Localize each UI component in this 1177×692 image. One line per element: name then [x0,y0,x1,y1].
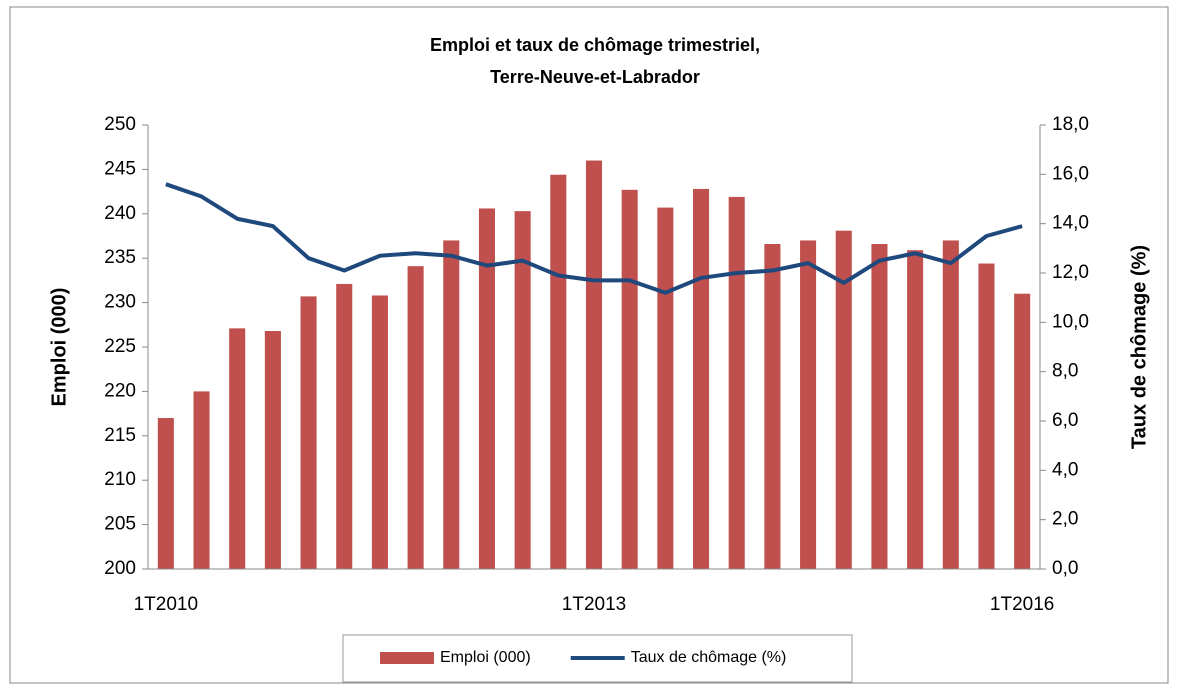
y-tick-label: 240 [104,203,136,224]
bar [585,160,603,569]
bar [550,174,567,569]
bar [657,207,674,570]
bar [764,243,781,569]
y-tick-label: 205 [104,514,136,535]
bar [478,208,495,570]
y-tick-label: 230 [104,292,136,313]
y-tick-label: 220 [104,380,136,401]
y2-tick-label: 18,0 [1052,114,1089,135]
bar [942,240,959,569]
y-tick-label: 210 [104,469,136,490]
y-tick-label: 200 [104,558,136,579]
y2-tick-label: 2,0 [1052,509,1078,530]
y-axis-title: Emploi (000) [48,288,70,407]
bar [407,266,424,569]
y2-tick-label: 12,0 [1052,262,1089,283]
bar [443,240,460,569]
x-tick-label: 1T2010 [134,594,198,615]
bar [336,283,353,569]
bar [978,263,995,569]
y2-tick-label: 8,0 [1052,361,1078,382]
bar [835,230,852,569]
y2-tick-label: 10,0 [1052,311,1089,332]
x-tick-label: 1T2016 [990,594,1054,615]
legend-swatch [380,652,434,664]
bar [264,331,281,569]
y-tick-label: 215 [104,425,136,446]
y2-tick-label: 0,0 [1052,558,1078,579]
y2-axis-title: Taux de chômage (%) [1128,245,1150,449]
bar [621,189,638,569]
legend-label: Taux de chômage (%) [631,649,787,666]
legend-label: Emploi (000) [440,649,531,666]
x-tick-label: 1T2013 [562,594,626,615]
bar [514,211,531,570]
line [165,182,1023,295]
chart-title: Terre-Neuve-et-Labrador [490,67,700,87]
bar [193,391,210,569]
bar [371,295,388,569]
y-tick-label: 225 [104,336,136,357]
y-tick-label: 235 [104,247,136,268]
y-tick-label: 245 [104,158,136,179]
y2-tick-label: 6,0 [1052,410,1078,431]
y-tick-label: 250 [104,114,136,135]
bar [157,418,174,569]
bar [800,240,817,569]
chart-title: Emploi et taux de chômage trimestriel, [430,35,760,55]
y2-tick-label: 14,0 [1052,213,1089,234]
y2-tick-label: 16,0 [1052,163,1089,184]
y2-tick-label: 4,0 [1052,459,1078,480]
bar [229,328,246,569]
bar [871,243,888,569]
bar [300,296,317,569]
bar [693,188,710,569]
bar [907,250,924,569]
bar [1014,293,1031,569]
bar [728,196,745,570]
